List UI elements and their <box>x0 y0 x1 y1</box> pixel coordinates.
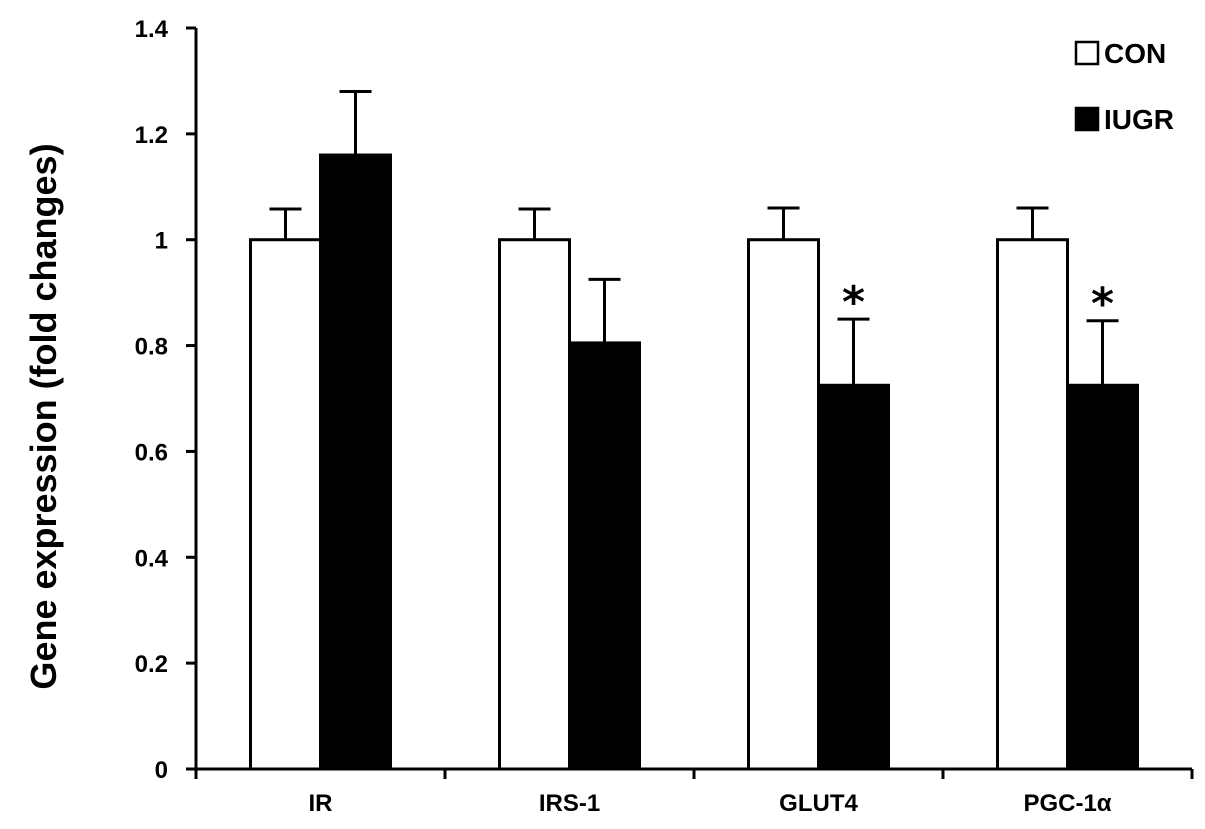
y-tick-label: 0.2 <box>135 651 168 678</box>
y-axis-title-group: Gene expression (fold changes) <box>23 143 64 689</box>
y-tick-label: 1.2 <box>135 122 168 149</box>
bar-con-glut4 <box>747 238 820 771</box>
y-tick-label: 0.8 <box>135 334 168 361</box>
bars <box>249 153 1139 771</box>
bar-con-ir <box>249 238 322 771</box>
y-tick-label: 0.6 <box>135 439 168 466</box>
significance-asterisk: * <box>842 277 865 328</box>
bar-con-pgc1 <box>996 238 1069 771</box>
significance-asterisk: * <box>1091 279 1114 330</box>
y-axis-title: Gene expression (fold changes) <box>23 143 64 689</box>
bar-iugr-ir <box>319 153 392 771</box>
legend-label-iugr: IUGR <box>1104 104 1174 135</box>
legend-swatch-con <box>1074 40 1100 66</box>
legend-label-con: CON <box>1104 38 1166 69</box>
annotations: * * <box>842 277 1114 330</box>
x-tick-label: IR <box>309 790 333 817</box>
legend-swatch-iugr <box>1074 106 1100 132</box>
x-tick-label: PGC-1α <box>1023 790 1111 817</box>
error-bars <box>269 90 1119 386</box>
y-tick-label: 1.4 <box>135 16 169 43</box>
bar-iugr-pgc1 <box>1066 383 1139 771</box>
legend: CON IUGR <box>1074 38 1174 135</box>
y-tick-label: 0 <box>155 757 168 784</box>
axes: 0 0.2 0.4 0.6 0.8 1 1.2 1.4 IR IRS-1 GLUT4 PGC-1α <box>135 16 1194 817</box>
bar-iugr-irs1 <box>568 341 641 771</box>
x-tick-label: IRS-1 <box>539 790 600 817</box>
y-tick-label: 0.4 <box>135 545 169 572</box>
bar-iugr-glut4 <box>817 383 890 771</box>
x-tick-label: GLUT4 <box>779 790 858 817</box>
bar-con-irs1 <box>498 238 571 771</box>
y-tick-label: 1 <box>155 228 168 255</box>
